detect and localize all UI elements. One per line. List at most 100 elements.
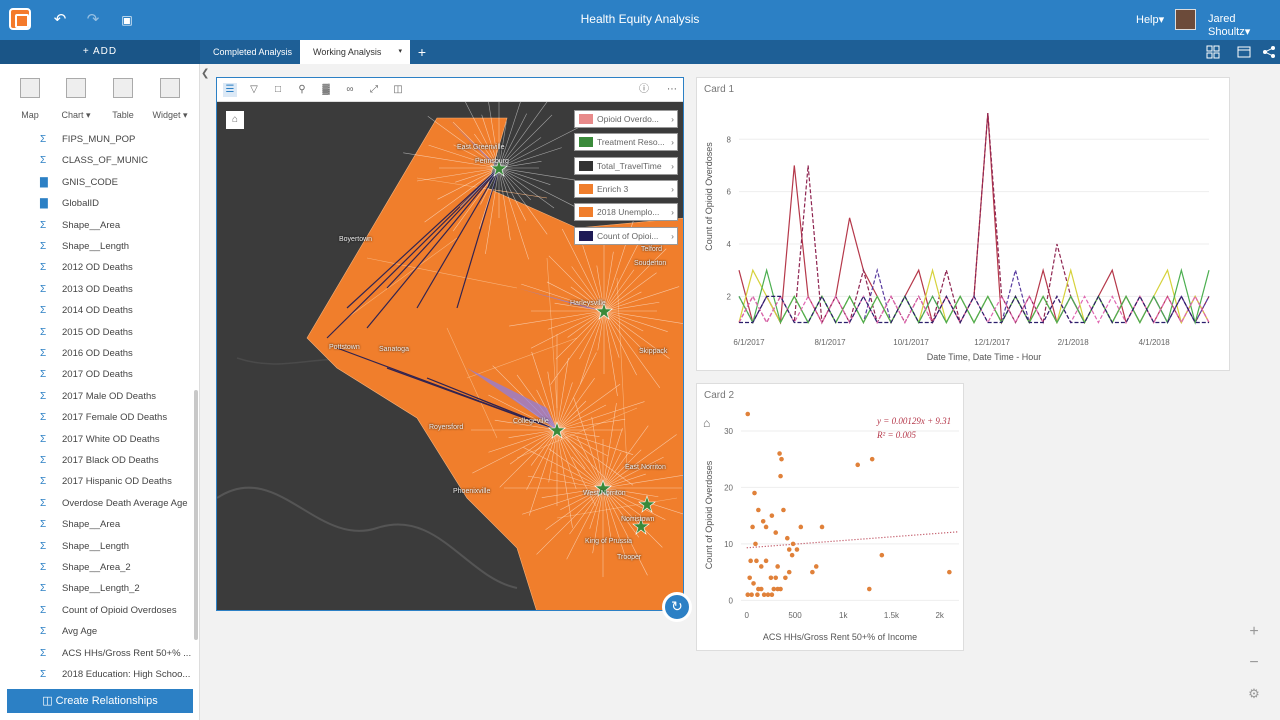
scatter-point[interactable] — [813, 564, 819, 569]
gear-icon[interactable]: ⚙ — [1248, 686, 1260, 701]
map-canvas[interactable] — [217, 78, 684, 611]
undo-icon[interactable]: ↶ — [53, 11, 67, 28]
scatter-point[interactable] — [778, 473, 783, 479]
field-item[interactable]: 2017 Female OD Deaths — [62, 412, 168, 424]
scatter-point[interactable] — [751, 581, 756, 586]
legend-layer-item[interactable]: Treatment Reso... › — [574, 133, 678, 152]
legend-layer-item[interactable]: Opioid Overdo... › — [574, 110, 678, 128]
scatter-point[interactable] — [758, 564, 764, 569]
user-menu[interactable]: Jared Shoultz▾ — [1208, 13, 1251, 38]
add-button[interactable]: + ADD — [0, 40, 200, 64]
scatter-point[interactable] — [760, 518, 766, 524]
help-menu[interactable]: Help▾ — [1136, 14, 1165, 26]
field-item[interactable]: 2018 Education: High Schoo... — [62, 669, 191, 680]
legend-layer-item[interactable]: Count of Opioi... › — [574, 226, 678, 245]
scatter-point[interactable] — [755, 592, 760, 598]
scatter-point[interactable] — [819, 524, 825, 530]
field-item[interactable]: 2017 Black OD Deaths — [62, 455, 159, 466]
scatter-point[interactable] — [763, 524, 769, 530]
scatter-point[interactable] — [781, 507, 786, 513]
scatter-point[interactable] — [786, 547, 792, 552]
scatter-point[interactable] — [745, 411, 751, 417]
scatter-point[interactable] — [786, 569, 792, 575]
line-chart[interactable]: 2 4 6 8 6/1/2017 8/1/2017 10/1/2017 12/1/2017 2/… — [697, 78, 1229, 370]
create-relationships-button[interactable]: ◫ Create Relationships — [7, 689, 193, 713]
maximize-icon[interactable]: ⤢ — [370, 84, 378, 95]
zoom-out-icon[interactable]: − — [1249, 654, 1259, 671]
field-item[interactable]: ACS HHs/Gross Rent 50+% ... — [62, 647, 192, 659]
field-item[interactable]: 2012 OD Deaths — [62, 262, 133, 274]
scatter-point[interactable] — [798, 524, 804, 530]
scatter-point[interactable] — [749, 592, 754, 598]
scatter-point[interactable] — [773, 575, 779, 581]
app-logo-icon[interactable] — [9, 8, 31, 30]
scatter-point[interactable] — [794, 547, 800, 552]
new-tab-button[interactable]: + — [417, 44, 427, 60]
series-line[interactable] — [738, 295, 1210, 324]
field-item[interactable]: Shape__Length — [62, 540, 130, 552]
scatter-point[interactable] — [810, 569, 815, 575]
field-item[interactable]: 2017 OD Deaths — [62, 369, 133, 381]
field-item[interactable]: 2017 Male OD Deaths — [62, 390, 156, 402]
scatter-point[interactable] — [750, 524, 755, 530]
legend-layer-item[interactable]: 2018 Unemplo... › — [574, 203, 678, 222]
card-2[interactable]: Card 2 0 10 20 30 0 500 1k 1.5k 2k ACS HHs/Gross … — [696, 383, 964, 651]
field-item[interactable]: 2013 OD Deaths — [62, 283, 133, 295]
map-card[interactable]: ☰ ▽ □ ⚲ ▓ ∞ ⤢ ◫ ⓘ ⋯ ⌂ Opioid Overdo... › T… — [216, 77, 684, 611]
field-item[interactable]: 2017 White OD Deaths — [62, 433, 160, 445]
field-item[interactable]: Shape__Length — [62, 241, 130, 252]
scatter-point[interactable] — [879, 552, 885, 558]
info-icon[interactable]: ⓘ — [639, 84, 649, 95]
legend-layer-item[interactable]: Enrich 3 › — [574, 179, 678, 198]
scatter-point[interactable] — [768, 575, 774, 581]
scatter-point[interactable] — [758, 586, 764, 592]
field-item[interactable]: 2015 OD Deaths — [62, 326, 133, 338]
scatter-point[interactable] — [775, 586, 780, 592]
scatter-point[interactable] — [771, 586, 777, 592]
scatter-point[interactable] — [777, 451, 782, 456]
scatter-point[interactable] — [745, 592, 751, 598]
avatar[interactable] — [1175, 9, 1196, 30]
select-icon[interactable]: □ — [274, 84, 282, 95]
scatter-point[interactable] — [754, 558, 759, 564]
home-icon[interactable]: ⌂ — [226, 111, 244, 129]
scatter-point[interactable] — [752, 490, 757, 496]
zoom-icon[interactable]: ⚲ — [298, 84, 306, 95]
collapse-pane-icon[interactable]: ❮ — [201, 68, 210, 79]
field-item[interactable]: CLASS_OF_MUNIC — [62, 155, 149, 167]
scatter-point[interactable] — [763, 558, 769, 564]
field-item[interactable]: Avg Age — [62, 626, 98, 638]
scatter-point[interactable] — [748, 558, 753, 564]
zoom-in-icon[interactable]: + — [1249, 623, 1259, 640]
field-item[interactable]: 2014 OD Deaths — [62, 305, 133, 317]
scatter-point[interactable] — [761, 592, 767, 598]
field-item[interactable]: 2016 OD Deaths — [62, 348, 133, 359]
field-item[interactable]: Shape__Area — [62, 219, 121, 231]
scatter-point[interactable] — [753, 541, 758, 547]
grid-layout-icon[interactable] — [1205, 44, 1221, 60]
scatter-point[interactable] — [866, 586, 872, 592]
field-item[interactable]: 2017 Hispanic OD Deaths — [62, 476, 172, 488]
scatter-point[interactable] — [790, 541, 796, 547]
card-1[interactable]: Card 1 2 4 6 8 6/1/2017 8/1/2017 10/1/2017 12/1… — [696, 77, 1230, 371]
field-item[interactable]: Shape__Area_2 — [62, 562, 131, 573]
share-icon[interactable] — [1261, 44, 1277, 60]
chart-icon[interactable]: ▓ — [322, 84, 330, 95]
field-item[interactable]: Count of Opioid Overdoses — [62, 604, 177, 616]
redo-icon[interactable]: ↷ — [86, 11, 100, 28]
field-item[interactable]: Shape__Length_2 — [62, 583, 140, 595]
widget-button[interactable]: Widget ▾ — [150, 78, 190, 121]
scatter-point[interactable] — [789, 552, 795, 558]
scatter-point[interactable] — [773, 530, 779, 535]
home-icon[interactable]: ⌂ — [703, 416, 711, 430]
page-layout-icon[interactable] — [1236, 44, 1252, 60]
scatter-plot[interactable]: 0 10 20 30 0 500 1k 1.5k 2k ACS HHs/Gross Rent 50… — [697, 384, 963, 650]
scatter-point[interactable] — [747, 575, 752, 581]
scatter-point[interactable] — [756, 507, 761, 513]
chart-button[interactable]: Chart ▾ — [56, 78, 96, 121]
field-item[interactable]: FIPS_MUN_POP — [62, 134, 136, 145]
scatter-point[interactable] — [785, 535, 790, 541]
analysis-icon[interactable]: ∞ — [346, 84, 354, 95]
series-line[interactable] — [738, 113, 1210, 325]
scrollbar[interactable] — [194, 390, 198, 640]
